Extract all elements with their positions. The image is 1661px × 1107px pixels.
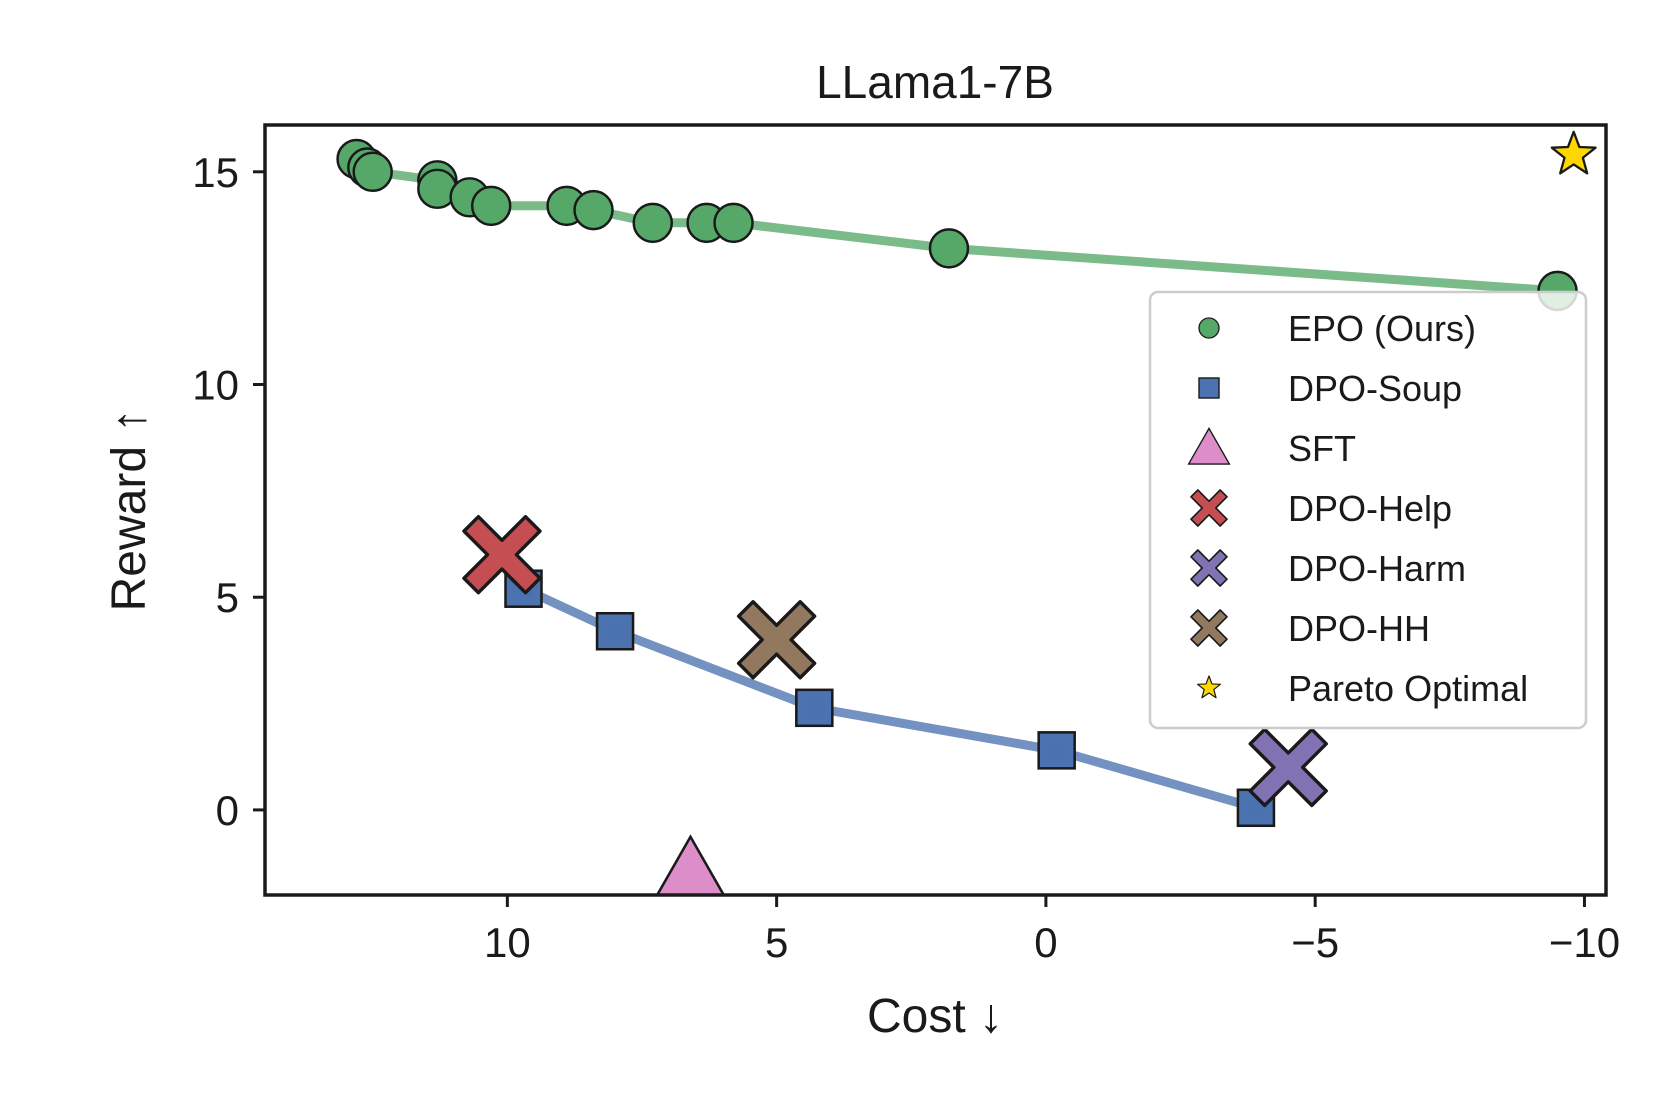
legend-label-sft: SFT [1288, 428, 1356, 469]
y-tick-label: 0 [216, 787, 239, 834]
x-tick-label: 5 [765, 919, 788, 966]
legend-item-dpo-help[interactable]: DPO-Help [1190, 488, 1452, 529]
legend-label-dpo-soup: DPO-Soup [1288, 368, 1462, 409]
x-tick-label: 0 [1034, 919, 1057, 966]
legend-label-dpo-help: DPO-Help [1288, 488, 1452, 529]
legend-marker-dpo-soup [1198, 377, 1220, 399]
data-point-dpo-help-0 [462, 514, 542, 595]
y-axis-label: Reward ↑ [103, 409, 156, 612]
x-tick-label: −5 [1291, 919, 1339, 966]
x-axis-label: Cost ↓ [867, 990, 1003, 1043]
series-sft [655, 834, 726, 895]
legend-marker-epo-ours [1198, 317, 1220, 339]
data-point-epo-ours-9 [632, 202, 673, 244]
data-point-overlay-dpo-soup-1 [604, 620, 627, 643]
legend-marker-dpo-harm [1190, 549, 1228, 587]
y-tick-label: 5 [216, 574, 239, 621]
data-point-sft-0 [655, 834, 726, 895]
legend-item-epo-ours[interactable]: EPO (Ours) [1198, 308, 1476, 349]
data-point-dpo-hh-0 [736, 600, 817, 680]
plot-frame [263, 123, 1608, 897]
legend-label-dpo-harm: DPO-Harm [1288, 548, 1466, 589]
x-tick-label: −10 [1549, 919, 1620, 966]
legend-item-sft[interactable]: SFT [1187, 426, 1356, 469]
data-point-epo-ours-11 [713, 202, 754, 244]
series-dpo-hh [736, 600, 817, 680]
legend-item-dpo-hh[interactable]: DPO-HH [1190, 608, 1430, 649]
y-tick-label: 15 [192, 149, 239, 196]
legend-marker-pareto-optimal [1196, 675, 1222, 699]
data-point-epo-ours-8 [573, 189, 614, 231]
series-pareto-optimal [1550, 130, 1597, 175]
series-epo-ours [336, 138, 1578, 312]
plot-marks [336, 130, 1597, 895]
data-point-overlay-dpo-soup-3 [1045, 739, 1068, 762]
legend-label-pareto-optimal: Pareto Optimal [1288, 668, 1528, 709]
axis-ticks: 10 5 0 −5 −10 0 5 10 15 [192, 149, 1620, 966]
data-point-epo-ours-6 [470, 185, 512, 227]
legend-item-dpo-soup[interactable]: DPO-Soup [1198, 368, 1462, 409]
x-tick-label: 10 [484, 919, 531, 966]
data-point-dpo-harm-0 [1248, 727, 1328, 808]
chart-title: LLama1-7B [816, 56, 1054, 108]
data-point-overlay-dpo-soup-2 [803, 696, 826, 719]
legend-marker-dpo-hh [1190, 609, 1228, 647]
legend-item-dpo-harm[interactable]: DPO-Harm [1190, 548, 1466, 589]
data-point-epo-ours-2 [352, 151, 393, 193]
y-tick-label: 10 [192, 362, 239, 409]
series-line-epo-ours [352, 154, 1562, 296]
legend[interactable]: EPO (Ours) DPO-Soup SFT DPO-Help DPO-Harm DPO… [1148, 290, 1588, 730]
data-point-pareto-optimal-0 [1550, 130, 1597, 175]
legend-label-epo-ours: EPO (Ours) [1288, 308, 1476, 349]
legend-box [1148, 290, 1588, 730]
series-dpo-help [462, 514, 542, 595]
legend-label-dpo-hh: DPO-HH [1288, 608, 1430, 649]
series-dpo-harm [1248, 727, 1328, 808]
legend-marker-sft [1187, 426, 1231, 465]
data-point-epo-ours-12 [928, 228, 970, 269]
plot-area [336, 130, 1597, 895]
legend-item-pareto-optimal[interactable]: Pareto Optimal [1196, 668, 1529, 709]
legend-marker-dpo-help [1190, 489, 1228, 527]
